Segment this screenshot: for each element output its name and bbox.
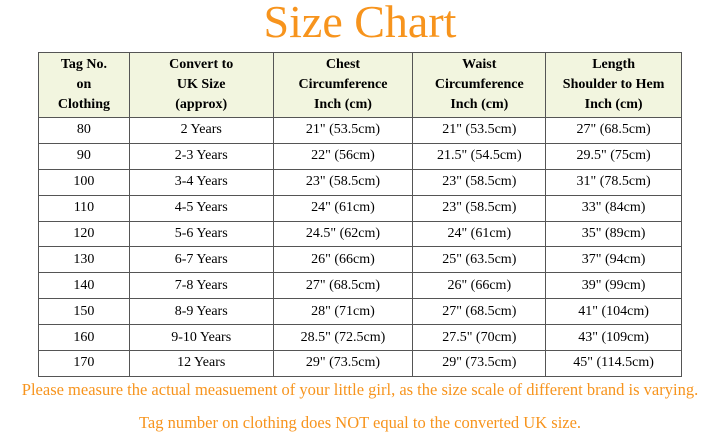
table-cell: 21" (53.5cm) xyxy=(412,117,547,144)
table-cell: 24" (61cm) xyxy=(412,220,547,248)
table-cell: 3-4 Years xyxy=(128,168,274,196)
table-cell: 160 xyxy=(38,324,130,352)
table-cell: 24" (61cm) xyxy=(272,194,414,222)
table-cell: 12 Years xyxy=(128,350,274,377)
table-cell: 41" (104cm) xyxy=(545,298,682,326)
table-cell: 4-5 Years xyxy=(128,194,274,222)
table-cell: 170 xyxy=(38,350,130,377)
table-cell: 27" (68.5cm) xyxy=(272,272,414,300)
table-cell: 110 xyxy=(38,194,130,222)
table-cell: 35" (89cm) xyxy=(545,220,682,248)
table-row: 170 12 Years 29" (73.5cm) 29" (73.5cm) 45" (… xyxy=(38,350,682,377)
table-row: 140 7-8 Years 27" (68.5cm) 26" (66cm) 39" (9… xyxy=(38,272,682,300)
table-cell: 28.5" (72.5cm) xyxy=(272,324,414,352)
table-cell: 22" (56cm) xyxy=(272,142,414,170)
table-row: 160 9-10 Years 28.5" (72.5cm) 27.5" (70cm) 4… xyxy=(38,324,682,352)
table-cell: 27" (68.5cm) xyxy=(545,117,682,144)
table-cell: 9-10 Years xyxy=(128,324,274,352)
table-cell: 27" (68.5cm) xyxy=(412,298,547,326)
table-cell: 140 xyxy=(38,272,130,300)
header-cell: Length Shoulder to Hem Inch (cm) xyxy=(545,52,682,118)
table-cell: 100 xyxy=(38,168,130,196)
table-body: 80 2 Years 21" (53.5cm) 21" (53.5cm) 27" (68… xyxy=(38,117,682,377)
table-cell: 21.5" (54.5cm) xyxy=(412,142,547,170)
table-cell: 6-7 Years xyxy=(128,246,274,274)
table-row: 150 8-9 Years 28" (71cm) 27" (68.5cm) 41" (1… xyxy=(38,298,682,326)
title: Size Chart xyxy=(263,0,457,47)
table-cell: 29" (73.5cm) xyxy=(412,350,547,377)
table-cell: 5-6 Years xyxy=(128,220,274,248)
note: Tag number on clothing does NOT equal to… xyxy=(138,413,582,432)
table-cell: 90 xyxy=(38,142,130,170)
table-cell: 130 xyxy=(38,246,130,274)
table-cell: 45" (114.5cm) xyxy=(545,350,682,377)
table-row: 100 3-4 Years 23" (58.5cm) 23" (58.5cm) 31" … xyxy=(38,168,682,196)
table-cell: 28" (71cm) xyxy=(272,298,414,326)
table-cell: 33" (84cm) xyxy=(545,194,682,222)
table-row: 80 2 Years 21" (53.5cm) 21" (53.5cm) 27" (68… xyxy=(38,117,682,144)
header-cell: Tag No. on Clothing xyxy=(38,52,130,118)
header-row: Tag No. on Clothing Convert to UK Size (a… xyxy=(38,52,682,118)
header-cell: Convert to UK Size (approx) xyxy=(128,52,274,118)
table-cell: 23" (58.5cm) xyxy=(272,168,414,196)
table-cell: 43" (109cm) xyxy=(545,324,682,352)
table-cell: 27.5" (70cm) xyxy=(412,324,547,352)
header-cell: Waist Circumference Inch (cm) xyxy=(412,52,547,118)
table-cell: 7-8 Years xyxy=(128,272,274,300)
table-row: 110 4-5 Years 24" (61cm) 23" (58.5cm) 33" (8… xyxy=(38,194,682,222)
table-cell: 150 xyxy=(38,298,130,326)
table-cell: 29" (73.5cm) xyxy=(272,350,414,377)
size-table: Tag No. on Clothing Convert to UK Size (a… xyxy=(38,52,682,377)
table-cell: 120 xyxy=(38,220,130,248)
table-row: 120 5-6 Years 24.5" (62cm) 24" (61cm) 35" (8… xyxy=(38,220,682,248)
table-cell: 21" (53.5cm) xyxy=(272,117,414,144)
table-cell: 23" (58.5cm) xyxy=(412,168,547,196)
note: Please measure the actual measuement of … xyxy=(21,380,699,399)
table-row: 130 6-7 Years 26" (66cm) 25" (63.5cm) 37" (9… xyxy=(38,246,682,274)
table-cell: 80 xyxy=(38,117,130,144)
table-cell: 31" (78.5cm) xyxy=(545,168,682,196)
table-cell: 26" (66cm) xyxy=(272,246,414,274)
table-cell: 26" (66cm) xyxy=(412,272,547,300)
table-row: 90 2-3 Years 22" (56cm) 21.5" (54.5cm) 29.5"… xyxy=(38,142,682,170)
table-cell: 23" (58.5cm) xyxy=(412,194,547,222)
table-cell: 8-9 Years xyxy=(128,298,274,326)
table-cell: 2 Years xyxy=(128,117,274,144)
table-cell: 2-3 Years xyxy=(128,142,274,170)
table-cell: 29.5" (75cm) xyxy=(545,142,682,170)
table-cell: 24.5" (62cm) xyxy=(272,220,414,248)
table-cell: 37" (94cm) xyxy=(545,246,682,274)
header-cell: Chest Circumference Inch (cm) xyxy=(272,52,414,118)
table-cell: 25" (63.5cm) xyxy=(412,246,547,274)
table-cell: 39" (99cm) xyxy=(545,272,682,300)
